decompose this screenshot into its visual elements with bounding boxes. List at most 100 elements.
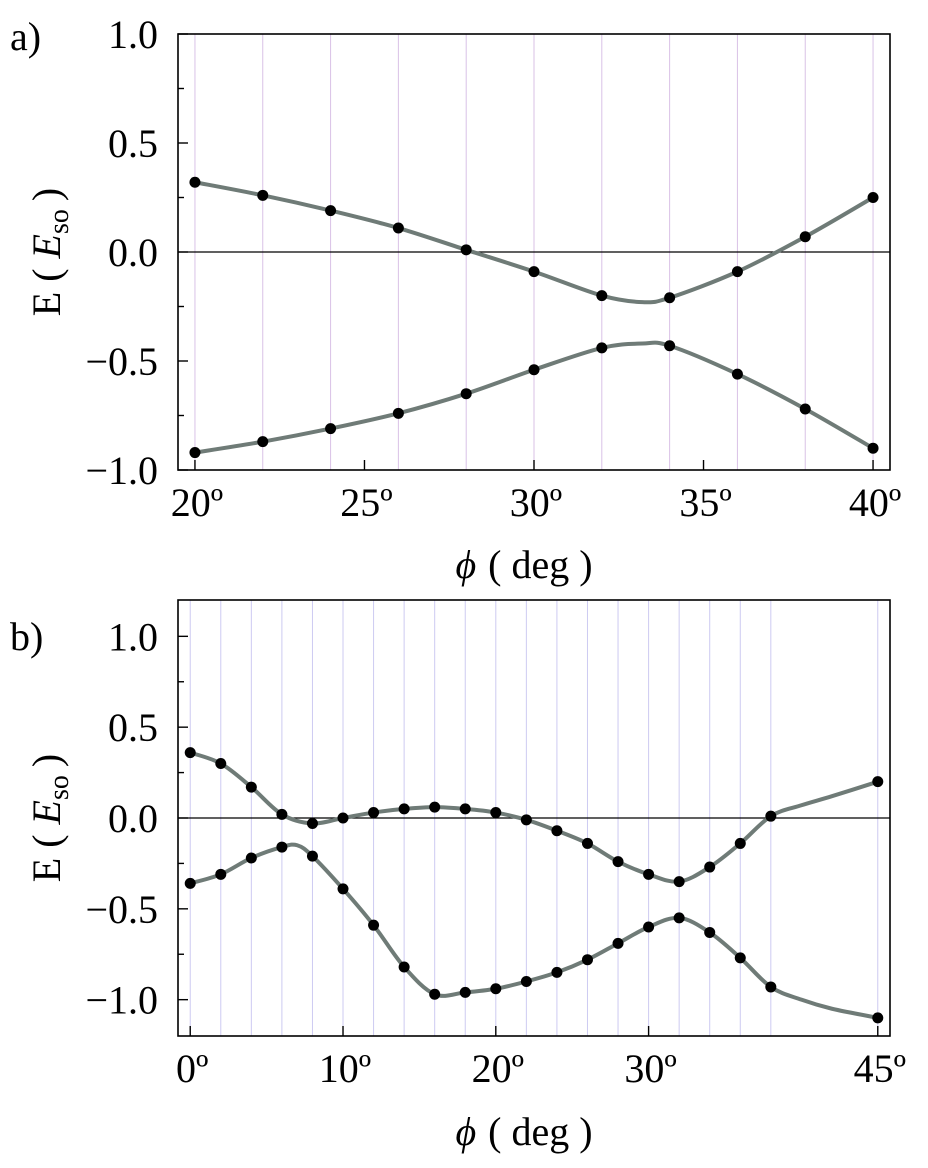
y-tick-label: 1.0 <box>108 12 158 57</box>
y-tick-label: 0.0 <box>108 230 158 275</box>
series-1-point <box>612 856 624 868</box>
y-tick-label: 0.0 <box>108 796 158 841</box>
y-axis-prefix: E ( <box>24 834 69 882</box>
x-axis-unit: ( deg ) <box>488 1109 592 1154</box>
series-2-point <box>459 986 471 998</box>
y-tick-label: 1.0 <box>108 614 158 659</box>
series-2-point <box>245 852 257 864</box>
series-1-point <box>490 807 502 819</box>
y-axis-symbol: E <box>24 234 69 259</box>
x-axis-symbol: ϕ <box>455 542 476 587</box>
x-tick-label: 10º <box>319 1046 371 1091</box>
x-axis-symbol: ϕ <box>455 1109 476 1154</box>
x-tick-label: 25º <box>340 480 392 525</box>
x-tick-label: 40º <box>849 480 901 525</box>
series-1-point <box>704 861 716 873</box>
x-tick-label: 45º <box>854 1046 906 1091</box>
series-2-point <box>490 983 502 995</box>
series-2-point <box>581 954 593 966</box>
x-tick-label: 0º <box>176 1046 208 1091</box>
series-1-point <box>368 807 380 819</box>
series-2-point <box>184 877 196 889</box>
series-1-point <box>215 758 227 769</box>
series-1-point <box>765 810 777 822</box>
series-1-point <box>872 776 884 788</box>
series-2-point <box>189 447 201 459</box>
series-2-point <box>799 403 811 415</box>
series-2-point <box>704 926 716 938</box>
series-1-point <box>189 176 201 188</box>
series-2-point <box>368 919 380 931</box>
series-1-point <box>257 189 269 201</box>
series-1-point <box>337 812 349 824</box>
series-2-point <box>306 850 318 862</box>
series-2-point <box>257 436 269 448</box>
x-tick-label: 35º <box>679 480 731 525</box>
y-tick-label: −1.0 <box>85 978 158 1023</box>
series-1-point <box>460 244 472 256</box>
x-axis-unit: ( deg ) <box>488 542 592 587</box>
y-axis-title: E ( Eso) <box>24 188 75 316</box>
panel-label: a) <box>10 14 41 59</box>
y-tick-label: 0.5 <box>108 121 158 166</box>
chart-panel-b: b) 1.0 0.5 0.0 −0.5 −1.0 0º 10º 20º 30º 45º ϕ ( deg … <box>10 599 906 1154</box>
series-2-point <box>673 912 685 924</box>
series-2-point <box>276 841 288 853</box>
series-1-point <box>245 781 257 793</box>
series-1-point <box>528 266 540 278</box>
series-1-point <box>276 808 288 820</box>
series-1-point <box>520 814 532 826</box>
series-1-point <box>581 837 593 849</box>
series-1-point <box>643 868 655 880</box>
series-1-curve <box>192 180 876 305</box>
y-tick-label: 0.5 <box>108 705 158 750</box>
chart-panel-a: a) 1.0 0.5 0.0 −0.5 −1.0 20º 25º 30º 35º 40º ϕ ( deg… <box>10 12 901 587</box>
series-2-point <box>765 981 777 993</box>
y-axis-title: E (Eso) <box>24 754 75 882</box>
x-tick-label: 20º <box>171 480 223 525</box>
series-1-point <box>731 266 743 278</box>
series-2-point <box>872 1012 884 1024</box>
series-1-point <box>664 292 676 304</box>
series-2-curve <box>192 340 876 455</box>
series-1-point <box>392 222 404 234</box>
series-2-point <box>337 883 349 895</box>
y-tick-label: −0.5 <box>85 887 158 932</box>
series-2-point <box>520 976 532 987</box>
series-2-point <box>325 423 337 435</box>
series-1-point <box>799 231 811 243</box>
series-2-point <box>734 952 746 964</box>
series-1-point <box>325 205 337 217</box>
series-1-point <box>734 837 746 849</box>
series-2-point <box>460 388 472 400</box>
y-axis-symbol: E <box>24 800 69 825</box>
series-2-point <box>398 961 410 973</box>
series-1-point <box>306 817 318 829</box>
series-1-point <box>398 803 410 815</box>
y-axis-suffix: ) <box>24 188 69 201</box>
series-2-point <box>551 966 563 978</box>
series-1-point <box>459 803 471 815</box>
y-axis-suffix: ) <box>24 754 69 767</box>
x-axis-title: ϕ ( deg ) <box>455 1109 592 1154</box>
series-2-point <box>596 342 608 354</box>
series-2-point <box>867 442 879 454</box>
series-2-point <box>731 368 743 380</box>
series-2-point <box>664 340 676 352</box>
series-1-point <box>551 825 563 837</box>
series-1-point <box>184 747 196 759</box>
x-tick-label: 30º <box>510 480 562 525</box>
series-2-point <box>215 868 227 880</box>
y-axis-subscript: so <box>44 209 75 234</box>
y-tick-label: −0.5 <box>85 339 158 384</box>
y-tick-label: −1.0 <box>85 448 158 493</box>
series-1-point <box>429 801 441 813</box>
series-1-point <box>596 290 608 302</box>
y-axis-prefix: E ( <box>24 268 69 316</box>
series-2-point <box>612 937 624 949</box>
x-axis-title: ϕ ( deg ) <box>455 542 592 587</box>
series-2-point <box>643 921 655 933</box>
x-tick-label: 20º <box>472 1046 524 1091</box>
panel-label: b) <box>10 614 43 659</box>
